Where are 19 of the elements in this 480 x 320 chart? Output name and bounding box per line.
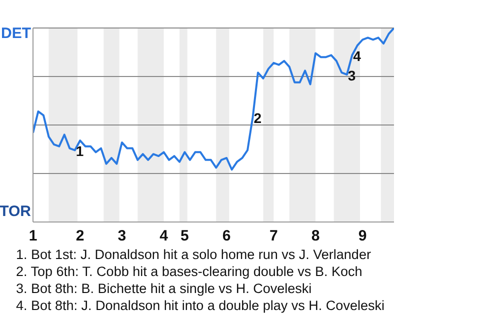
x-tick-label: 4 — [160, 228, 169, 245]
text: 4. Bot 8th: J. Donaldson hit into a double play vs H. Coveleski — [16, 297, 386, 314]
x-tick-label: 5 — [180, 228, 189, 245]
annotation: 4 — [353, 48, 362, 64]
text: DET — [1, 24, 31, 42]
x-tick-label: 3 — [118, 228, 126, 245]
x-tick-label: 6 — [222, 228, 231, 245]
text: 3. Bot 8th: B. Bichette hit a single vs H. Coveleski — [16, 280, 313, 297]
text: 1. Bot 1st: J. Donaldson hit a solo home run vs J. Verlander — [16, 246, 372, 263]
x-tick-label: 2 — [76, 228, 84, 245]
x-tick-label: 1 — [28, 228, 38, 245]
annotation: 3 — [348, 68, 356, 84]
annotation: 1 — [76, 143, 84, 160]
annotation: 2 — [254, 110, 262, 126]
text: TOR — [0, 202, 32, 220]
x-tick-label: 9 — [358, 228, 367, 245]
text: 2. Top 6th: T. Cobb hit a bases-clearing double vs B. Koch — [16, 263, 364, 280]
x-tick-label: 8 — [311, 228, 320, 245]
x-tick-label: 7 — [269, 228, 278, 245]
